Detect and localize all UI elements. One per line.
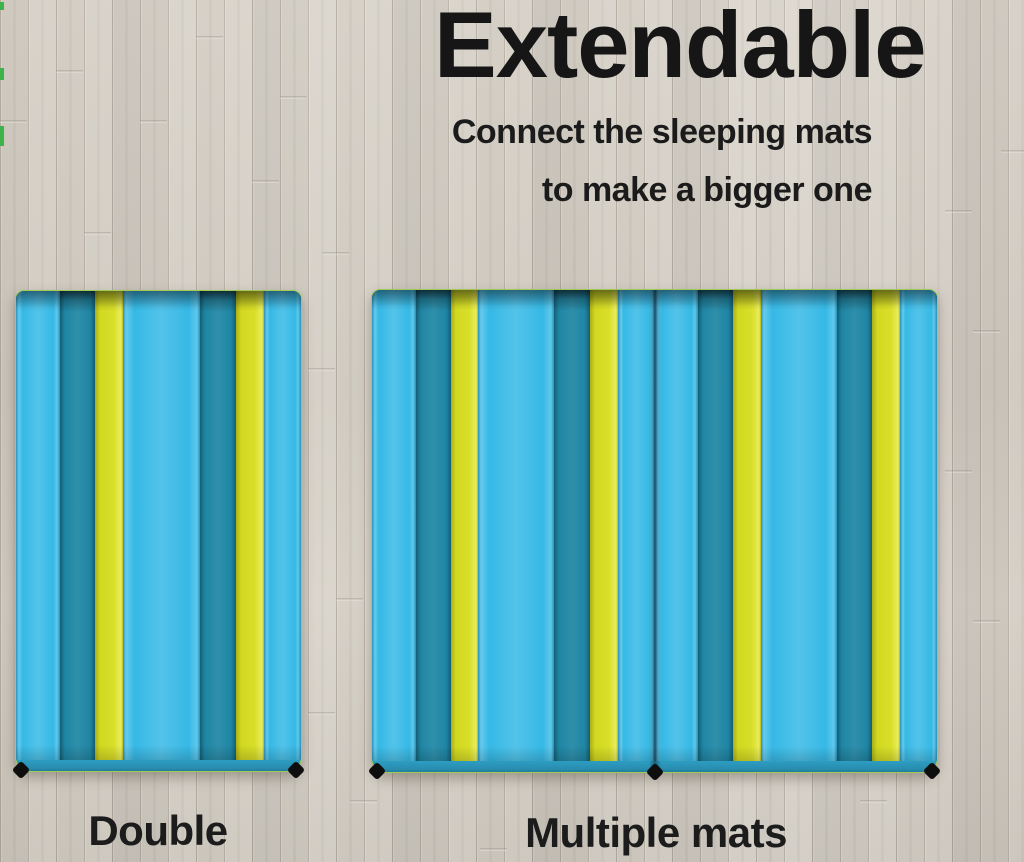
yellow-stripe xyxy=(95,291,124,760)
cyan-stripe xyxy=(123,291,200,760)
teal-stripe xyxy=(554,290,590,761)
teal-stripe xyxy=(415,290,451,761)
teal-stripe xyxy=(60,291,96,760)
plank-joint xyxy=(84,232,111,235)
plank-joint xyxy=(860,800,887,803)
cyan-stripe xyxy=(900,290,937,761)
mat-multiple-body xyxy=(371,289,938,773)
mat-label-double: Double xyxy=(88,807,228,854)
cyan-stripe xyxy=(654,290,699,761)
yellow-stripe xyxy=(450,290,479,761)
mat-label-multiple: Multiple mats xyxy=(525,809,787,856)
plank-joint xyxy=(945,210,972,213)
mat-double-body xyxy=(15,290,302,772)
teal-stripe xyxy=(199,291,236,760)
teal-stripe xyxy=(698,290,734,761)
teal-stripe xyxy=(836,290,873,761)
plank-joint xyxy=(196,36,223,39)
plank-joint xyxy=(973,620,1000,623)
mat-multiple xyxy=(367,289,942,782)
plank-joint xyxy=(308,368,335,371)
plank-joint xyxy=(350,800,377,803)
subheadline-line1: Connect the sleeping mats xyxy=(451,113,873,151)
yellow-stripe xyxy=(235,291,264,760)
mat-section xyxy=(654,290,937,772)
mat-section xyxy=(16,291,301,771)
plank-joint xyxy=(252,180,279,183)
plank-joint xyxy=(308,712,335,715)
mat-section xyxy=(372,290,655,772)
subheadline: Connect the sleeping mats to make a bigg… xyxy=(451,103,873,219)
plank-joint xyxy=(322,252,349,255)
plank-joint xyxy=(1001,150,1024,153)
plank-joint xyxy=(0,120,27,123)
yellow-stripe xyxy=(872,290,901,761)
edge-artifact xyxy=(0,2,4,10)
plank-joint xyxy=(140,120,167,123)
mat-double xyxy=(11,290,306,780)
cyan-stripe xyxy=(760,290,837,761)
cyan-stripe xyxy=(16,291,61,760)
plank-joint xyxy=(280,96,307,99)
subheadline-line2: to make a bigger one xyxy=(541,171,873,209)
cyan-stripe xyxy=(372,290,416,761)
edge-artifact xyxy=(0,68,4,80)
yellow-stripe xyxy=(733,290,761,761)
plank-joint xyxy=(480,848,507,851)
headline: Extendable xyxy=(434,0,926,97)
cyan-stripe xyxy=(617,290,655,761)
cyan-stripe xyxy=(478,290,555,761)
edge-artifact xyxy=(0,126,4,146)
yellow-stripe xyxy=(589,290,618,761)
plank-joint xyxy=(56,70,83,73)
cyan-stripe xyxy=(263,291,301,760)
plank-joint xyxy=(336,598,363,601)
mat-join-seam xyxy=(648,290,661,772)
plank-joint xyxy=(973,330,1000,333)
plank-joint xyxy=(945,470,972,473)
